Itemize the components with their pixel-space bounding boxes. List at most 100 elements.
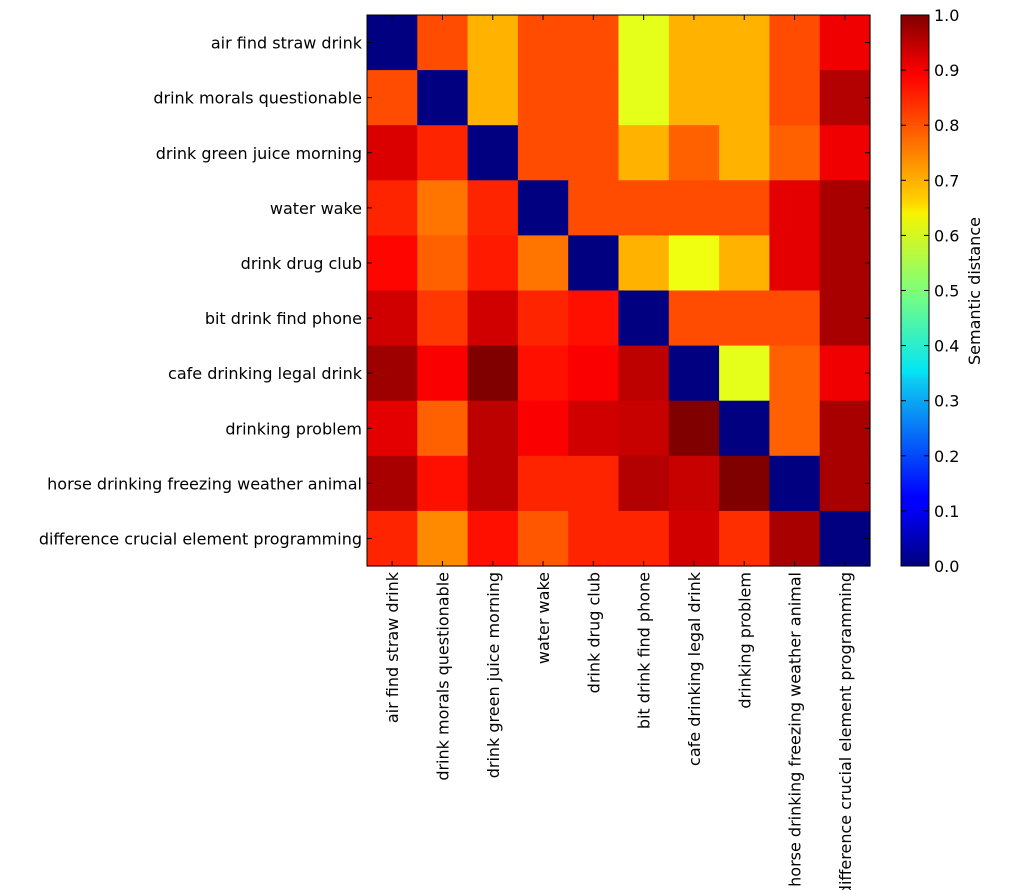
heatmap-cell-r0-c9 <box>819 15 871 71</box>
heatmap-cell-r7-c1 <box>417 400 469 457</box>
heatmap-cell-r9-c6 <box>668 510 720 567</box>
heatmap-cell-r1-c0 <box>367 70 418 126</box>
heatmap-cell-r8-c8 <box>769 455 821 512</box>
heatmap-cell-r1-c2 <box>467 70 519 126</box>
heatmap-cell-r0-c7 <box>719 15 770 71</box>
heatmap-cells <box>367 15 871 567</box>
colorbar-tick-label: 0.8 <box>934 116 959 135</box>
heatmap-cell-r2-c1 <box>417 125 469 181</box>
heatmap-cell-r1-c1 <box>417 70 469 126</box>
heatmap-cell-r8-c2 <box>467 455 519 512</box>
heatmap-cell-r1-c9 <box>819 70 871 126</box>
heatmap-cell-r7-c5 <box>618 400 670 457</box>
row-label: horse drinking freezing weather animal <box>47 474 362 493</box>
heatmap-cell-r7-c9 <box>819 400 871 457</box>
row-label: drink morals questionable <box>153 89 362 108</box>
heatmap-cell-r7-c7 <box>719 400 770 457</box>
colorbar-tick-label: 0.4 <box>934 337 959 356</box>
row-labels: air find straw drink drink morals questio… <box>39 34 363 549</box>
colorbar-tick-label: 0.9 <box>934 61 959 80</box>
heatmap-cell-r9-c7 <box>719 510 770 567</box>
heatmap-cell-r7-c4 <box>568 400 620 457</box>
heatmap-cell-r9-c9 <box>819 510 871 567</box>
heatmap-cell-r5-c0 <box>367 290 418 347</box>
heatmap-cell-r2-c7 <box>719 125 770 181</box>
heatmap-cell-r5-c8 <box>769 290 821 347</box>
heatmap-cell-r0-c1 <box>417 15 469 71</box>
heatmap-cell-r8-c0 <box>367 455 418 512</box>
heatmap-cell-r3-c0 <box>367 180 418 236</box>
heatmap-cell-r3-c2 <box>467 180 519 236</box>
heatmap-cell-r7-c2 <box>467 400 519 457</box>
heatmap-cell-r7-c0 <box>367 400 418 457</box>
heatmap-cell-r8-c9 <box>819 455 871 512</box>
heatmap-cell-r9-c1 <box>417 510 469 567</box>
heatmap-ticks <box>367 15 870 566</box>
heatmap-cell-r2-c2 <box>467 125 519 181</box>
column-label: bit drink find phone <box>635 572 654 729</box>
heatmap-cell-r8-c5 <box>618 455 670 512</box>
heatmap-cell-r8-c3 <box>517 455 569 512</box>
heatmap-cell-r4-c1 <box>417 235 469 292</box>
column-label: drinking problem <box>735 572 754 709</box>
heatmap-cell-r5-c6 <box>668 290 720 347</box>
heatmap-cell-r2-c4 <box>568 125 620 181</box>
row-label: drink green juice morning <box>156 144 362 163</box>
column-label: air find straw drink <box>383 571 402 723</box>
heatmap-cell-r9-c2 <box>467 510 519 567</box>
heatmap-cell-r6-c1 <box>417 345 469 402</box>
heatmap-cell-r5-c5 <box>618 290 670 347</box>
heatmap-cell-r0-c3 <box>517 15 569 71</box>
heatmap-cell-r2-c6 <box>668 125 720 181</box>
heatmap-cell-r3-c9 <box>819 180 871 236</box>
colorbar-tick-label: 0.1 <box>934 502 959 521</box>
heatmap-cell-r3-c1 <box>417 180 469 236</box>
heatmap-cell-r3-c7 <box>719 180 770 236</box>
heatmap-cell-r6-c0 <box>367 345 418 402</box>
column-labels: air find straw drink drink morals questio… <box>383 571 855 890</box>
column-label: drink drug club <box>584 572 603 693</box>
heatmap-cell-r6-c3 <box>517 345 569 402</box>
heatmap-cell-r9-c8 <box>769 510 821 567</box>
colorbar: 0.0 0.1 0.2 0.3 0.4 0.5 0.6 0.7 0.8 0.9 1.0 Semant… <box>900 6 984 576</box>
heatmap-cell-r5-c1 <box>417 290 469 347</box>
heatmap-cell-r9-c3 <box>517 510 569 567</box>
heatmap-cell-r1-c4 <box>568 70 620 126</box>
colorbar-tick-label: 0.0 <box>934 557 959 576</box>
row-label: drinking problem <box>225 419 362 438</box>
column-label: drink green juice morning <box>484 572 503 778</box>
heatmap-cell-r3-c5 <box>618 180 670 236</box>
row-label: bit drink find phone <box>205 309 362 328</box>
column-label: difference crucial element programming <box>836 572 855 890</box>
column-label: cafe drinking legal drink <box>685 571 704 766</box>
column-label: water wake <box>534 572 553 664</box>
row-label: cafe drinking legal drink <box>168 364 363 383</box>
heatmap-cell-r0-c2 <box>467 15 519 71</box>
colorbar-tick-label: 0.7 <box>934 171 959 190</box>
row-label: water wake <box>270 199 362 218</box>
heatmap-cell-r4-c8 <box>769 235 821 292</box>
heatmap-cell-r6-c2 <box>467 345 519 402</box>
heatmap-cell-r8-c6 <box>668 455 720 512</box>
heatmap-cell-r3-c6 <box>668 180 720 236</box>
row-label: drink drug club <box>241 254 362 273</box>
heatmap-cell-r2-c3 <box>517 125 569 181</box>
heatmap-cell-r0-c4 <box>568 15 620 71</box>
heatmap-cell-r4-c6 <box>668 235 720 292</box>
heatmap-cell-r1-c5 <box>618 70 670 126</box>
heatmap-cell-r2-c0 <box>367 125 418 181</box>
heatmap-cell-r0-c8 <box>769 15 821 71</box>
heatmap-cell-r6-c4 <box>568 345 620 402</box>
heatmap-cell-r8-c1 <box>417 455 469 512</box>
heatmap-cell-r6-c8 <box>769 345 821 402</box>
heatmap-cell-r1-c6 <box>668 70 720 126</box>
heatmap-cell-r1-c3 <box>517 70 569 126</box>
heatmap-cell-r7-c6 <box>668 400 720 457</box>
colorbar-tick-label: 0.6 <box>934 226 959 245</box>
heatmap-cell-r0-c0 <box>367 15 418 71</box>
heatmap-cell-r9-c4 <box>568 510 620 567</box>
colorbar-ticks: 0.0 0.1 0.2 0.3 0.4 0.5 0.6 0.7 0.8 0.9 1.0 <box>901 6 959 576</box>
heatmap-cell-r0-c5 <box>618 15 670 71</box>
row-label: difference crucial element programming <box>39 529 362 548</box>
heatmap-cell-r8-c4 <box>568 455 620 512</box>
